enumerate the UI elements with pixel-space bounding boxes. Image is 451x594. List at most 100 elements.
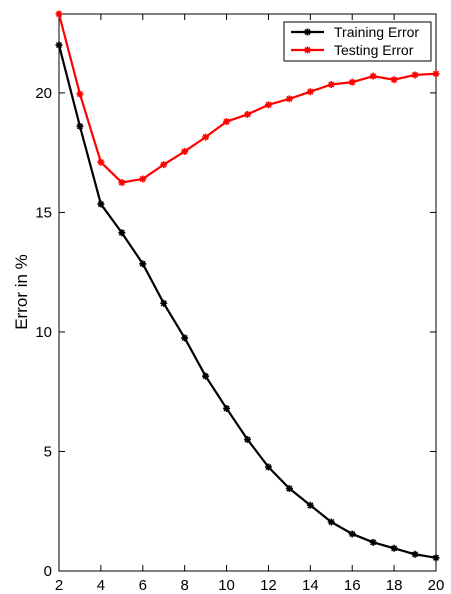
data-point-training xyxy=(223,404,231,412)
x-tick-label: 6 xyxy=(139,577,147,594)
legend-box xyxy=(283,21,432,62)
x-tick-labels: 2 4 6 8 10 12 14 16 18 20 xyxy=(55,577,445,594)
legend-label-training: Training Error xyxy=(334,24,419,40)
data-point-training xyxy=(432,554,440,562)
data-point-testing xyxy=(118,179,126,187)
series-layer xyxy=(55,10,440,562)
asterisk-marker-icon xyxy=(306,88,314,96)
data-point-testing xyxy=(97,158,105,166)
x-tick-label: 16 xyxy=(344,577,361,594)
asterisk-marker-icon xyxy=(327,81,335,89)
x-tick-label: 2 xyxy=(55,577,63,594)
y-tick-label: 5 xyxy=(44,443,52,460)
legend: Training Error Testing Error xyxy=(283,21,432,62)
data-point-training xyxy=(97,200,105,208)
y-tick-label: 10 xyxy=(35,324,52,341)
data-point-training xyxy=(285,485,293,493)
y-tick-labels: 0 5 10 15 20 xyxy=(35,85,52,580)
data-point-training xyxy=(390,544,398,552)
data-point-testing xyxy=(390,76,398,84)
legend-marker-training xyxy=(304,28,311,36)
data-point-testing xyxy=(223,118,231,126)
data-point-training xyxy=(118,229,126,237)
asterisk-marker-icon xyxy=(348,530,356,538)
data-point-training xyxy=(139,260,147,268)
data-point-training xyxy=(244,436,251,444)
asterisk-marker-icon xyxy=(97,158,105,166)
asterisk-marker-icon xyxy=(244,436,251,444)
data-point-training xyxy=(306,501,314,509)
asterisk-marker-icon xyxy=(390,544,398,552)
asterisk-marker-icon xyxy=(223,404,231,412)
y-tick-label: 0 xyxy=(44,563,52,580)
x-tick-label: 18 xyxy=(386,577,403,594)
data-point-testing xyxy=(160,161,168,169)
data-point-training xyxy=(76,122,84,130)
asterisk-marker-icon xyxy=(202,372,210,380)
y-axis-label: Error in % xyxy=(12,254,31,330)
data-point-training xyxy=(327,518,335,526)
asterisk-marker-icon xyxy=(181,147,189,155)
data-point-testing xyxy=(202,133,210,141)
asterisk-marker-icon xyxy=(118,179,126,187)
asterisk-marker-icon xyxy=(411,71,419,79)
x-tick-label: 4 xyxy=(97,577,105,594)
asterisk-marker-icon xyxy=(264,101,272,109)
data-point-training xyxy=(411,550,419,558)
asterisk-marker-icon xyxy=(160,299,168,307)
x-tick-label: 12 xyxy=(260,577,277,594)
data-point-testing xyxy=(327,81,335,89)
asterisk-marker-icon xyxy=(285,95,293,103)
asterisk-marker-icon xyxy=(55,10,63,18)
data-point-training xyxy=(55,41,63,49)
data-point-training xyxy=(348,530,356,538)
asterisk-marker-icon xyxy=(160,161,168,169)
y-tick-label: 15 xyxy=(35,204,52,221)
y-tick-label: 20 xyxy=(35,85,52,102)
legend-label-testing: Testing Error xyxy=(334,42,414,58)
data-point-testing xyxy=(55,10,63,18)
data-point-testing xyxy=(139,175,147,183)
legend-marker-testing xyxy=(304,46,311,54)
asterisk-marker-icon xyxy=(390,76,398,84)
data-point-training xyxy=(369,538,377,546)
asterisk-marker-icon xyxy=(432,554,440,562)
asterisk-marker-icon xyxy=(139,260,147,268)
data-point-testing xyxy=(76,90,84,98)
data-point-training xyxy=(202,372,210,380)
x-tick-label: 10 xyxy=(218,577,235,594)
tick-marks xyxy=(58,14,437,572)
asterisk-marker-icon xyxy=(118,229,126,237)
asterisk-marker-icon xyxy=(306,501,314,509)
data-point-testing xyxy=(348,78,356,86)
asterisk-marker-icon xyxy=(223,118,231,126)
asterisk-marker-icon xyxy=(264,463,272,471)
data-point-training xyxy=(264,463,272,471)
asterisk-marker-icon xyxy=(411,550,419,558)
x-tick-label: 20 xyxy=(428,577,445,594)
data-point-testing xyxy=(369,72,377,80)
asterisk-marker-icon xyxy=(97,200,105,208)
asterisk-marker-icon xyxy=(285,485,293,493)
plot-area xyxy=(58,13,437,572)
data-point-testing xyxy=(285,95,293,103)
asterisk-marker-icon xyxy=(76,122,84,130)
x-tick-label: 14 xyxy=(302,577,319,594)
asterisk-marker-icon xyxy=(369,72,377,80)
data-point-testing xyxy=(264,101,272,109)
data-point-testing xyxy=(181,147,189,155)
asterisk-marker-icon xyxy=(244,110,251,118)
asterisk-marker-icon xyxy=(202,133,210,141)
data-point-testing xyxy=(432,70,440,78)
data-point-training xyxy=(181,334,189,342)
asterisk-marker-icon xyxy=(369,538,377,546)
asterisk-marker-icon xyxy=(55,41,63,49)
asterisk-marker-icon xyxy=(76,90,84,98)
asterisk-marker-icon xyxy=(139,175,147,183)
asterisk-marker-icon xyxy=(432,70,440,78)
asterisk-marker-icon xyxy=(327,518,335,526)
data-point-testing xyxy=(244,110,251,118)
data-point-testing xyxy=(411,71,419,79)
